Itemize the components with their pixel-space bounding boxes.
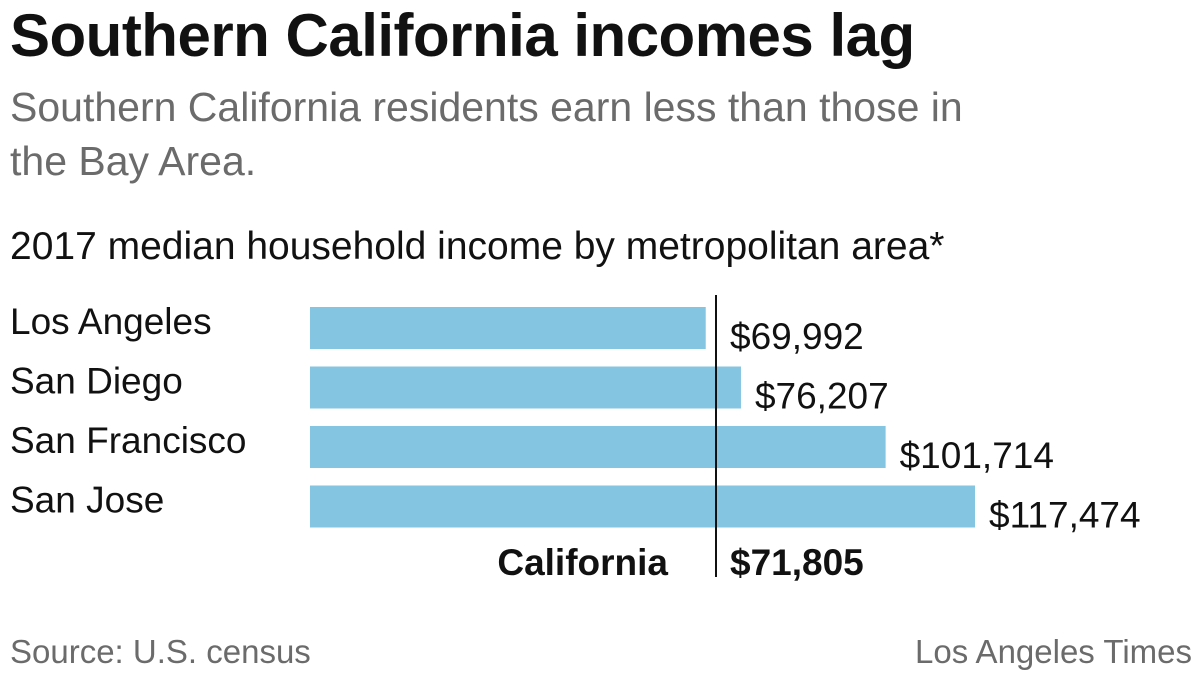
reference-label: California	[497, 542, 668, 583]
bar-los-angeles	[310, 307, 706, 349]
value-label: $69,992	[730, 316, 864, 357]
bar-san-diego	[310, 366, 741, 409]
category-label: Los Angeles	[10, 301, 212, 342]
chart-subtitle: Southern California residents earn less …	[10, 84, 963, 184]
value-label: $76,207	[755, 376, 889, 417]
source-note: Source: U.S. census	[10, 633, 311, 670]
category-label: San Francisco	[10, 420, 247, 461]
value-label: $101,714	[900, 435, 1054, 476]
labels-group: Los Angeles $69,992 San Diego $76,207 San Fr…	[10, 295, 1141, 583]
reference-value-label: $71,805	[730, 542, 864, 583]
chart-heading: 2017 median household income by metropol…	[10, 225, 945, 268]
category-label: San Jose	[10, 480, 164, 521]
bars-group	[310, 307, 975, 528]
publisher-credit: Los Angeles Times	[915, 633, 1192, 670]
category-label: San Diego	[10, 361, 183, 402]
value-label: $117,474	[989, 495, 1141, 536]
bar-san-jose	[310, 485, 975, 528]
chart-title: Southern California incomes lag	[10, 2, 915, 69]
bar-san-francisco	[310, 426, 886, 468]
